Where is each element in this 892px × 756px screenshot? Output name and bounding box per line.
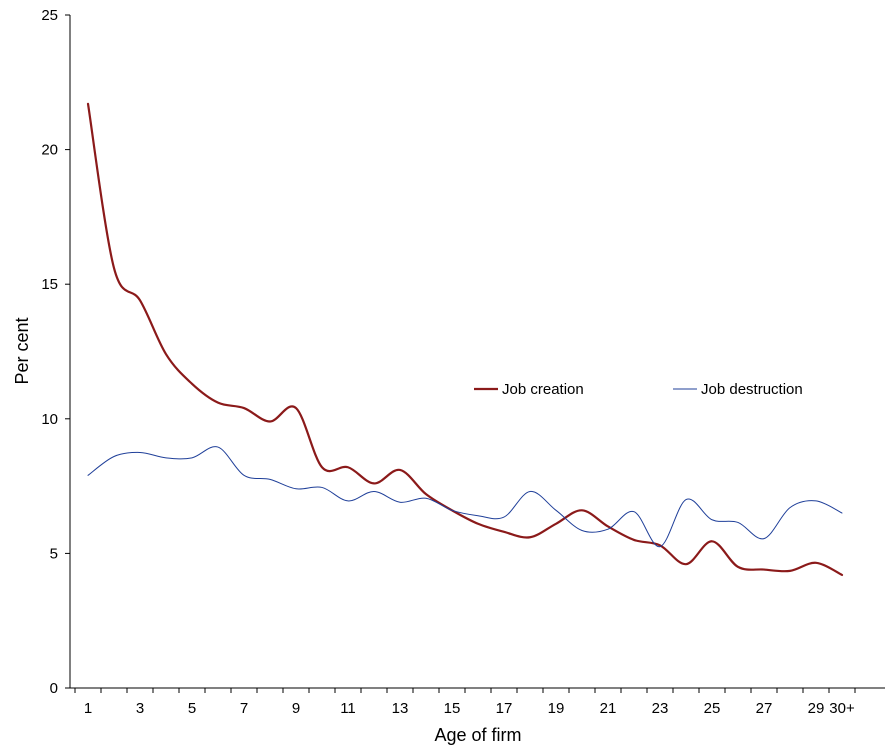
series-line-job-creation [86, 102, 844, 577]
x-tick-label: 25 [704, 700, 721, 717]
x-tick-label: 13 [392, 700, 409, 717]
x-tick-label: 30+ [829, 700, 855, 717]
series-layer [86, 102, 844, 577]
x-axis-title: Age of firm [434, 725, 521, 745]
y-tick-label: 20 [41, 142, 58, 159]
x-tick-label: 27 [756, 700, 773, 717]
y-tick-label: 15 [41, 276, 58, 293]
x-tick-label: 7 [240, 700, 248, 717]
x-tick-label: 1 [84, 700, 92, 717]
y-tick-label: 10 [41, 411, 58, 428]
x-tick-label: 3 [136, 700, 144, 717]
legend: Job creation Job destruction [474, 381, 803, 398]
x-tick-label: 11 [340, 700, 356, 717]
x-tick-label: 15 [444, 700, 461, 717]
x-tick-label: 17 [496, 700, 513, 717]
legend-label: Job destruction [701, 381, 803, 398]
y-tick-label: 0 [50, 680, 58, 697]
x-tick-label: 19 [548, 700, 565, 717]
x-tick-label: 21 [600, 700, 617, 717]
x-tick-label: 5 [188, 700, 196, 717]
x-tick-label: 29 [808, 700, 825, 717]
legend-label: Job creation [502, 381, 584, 398]
y-axis-title: Per cent [12, 317, 32, 384]
x-tick-label: 9 [292, 700, 300, 717]
y-tick-label: 5 [50, 545, 58, 562]
x-tick-label: 23 [652, 700, 669, 717]
y-tick-label: 25 [41, 7, 58, 24]
series-line-job-destruction [87, 446, 843, 548]
